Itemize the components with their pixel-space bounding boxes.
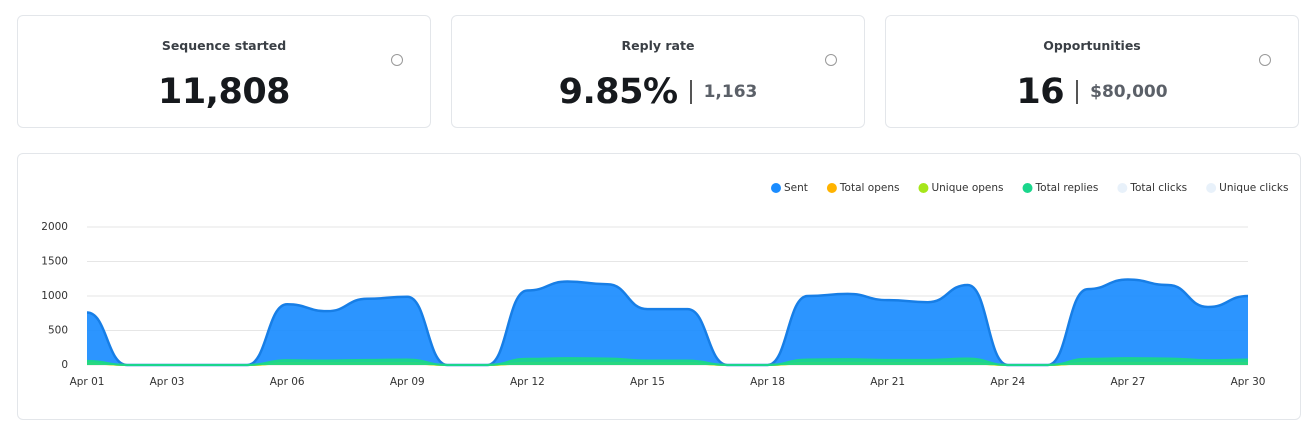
x-tick-label: Apr 03 (150, 376, 185, 388)
legend-swatch (771, 183, 781, 193)
y-tick-label: 500 (48, 325, 68, 337)
card-value: 16 (1016, 72, 1065, 112)
x-tick-label: Apr 27 (1110, 376, 1145, 388)
legend-swatch (918, 183, 929, 193)
card-values: 11,808 (18, 72, 430, 112)
legend-label[interactable]: Total clicks (1129, 182, 1187, 194)
legend-swatch (1206, 183, 1217, 193)
card-secondary: 1,163 (703, 82, 758, 102)
stat-card: Opportunities 16 $80,000 (885, 15, 1299, 128)
x-tick-label: Apr 18 (750, 376, 785, 388)
card-value: 11,808 (157, 72, 291, 112)
legend-swatch (1022, 183, 1033, 193)
legend-label[interactable]: Total opens (839, 182, 900, 194)
separator (689, 80, 692, 104)
y-tick-label: 1500 (41, 256, 68, 268)
legend-swatch (826, 183, 837, 193)
line (86, 357, 1249, 366)
card-title: Opportunities (1043, 38, 1141, 53)
chart-panel (17, 153, 1301, 420)
card-title: Reply rate (621, 38, 695, 53)
card-value: 9.85% (558, 72, 678, 112)
x-tick-label: Apr 30 (1231, 376, 1266, 388)
info-icon[interactable] (825, 54, 837, 66)
legend-label[interactable]: Unique clicks (1219, 182, 1288, 194)
legend-label[interactable]: Sent (784, 182, 808, 194)
stat-card: Sequence started 11,808 (17, 15, 431, 128)
x-tick-label: Apr 09 (390, 376, 425, 388)
y-tick-label: 2000 (41, 221, 68, 233)
legend-label[interactable]: Total replies (1035, 182, 1099, 194)
y-tick-label: 1000 (41, 290, 68, 302)
area (87, 279, 1248, 365)
x-tick-label: Apr 06 (270, 376, 305, 388)
x-tick-label: Apr 15 (630, 376, 665, 388)
card-secondary: $80,000 (1090, 82, 1168, 102)
info-icon[interactable] (391, 54, 403, 66)
card-title: Sequence started (161, 38, 287, 53)
stat-card: Reply rate 9.85% 1,163 (451, 15, 865, 128)
legend-swatch (1117, 183, 1128, 193)
card-values: 16 $80,000 (886, 72, 1298, 112)
x-tick-label: Apr 12 (510, 376, 545, 388)
legend-label[interactable]: Unique opens (931, 182, 1003, 194)
y-tick-label: 0 (61, 359, 68, 371)
x-tick-label: Apr 21 (870, 376, 905, 388)
info-icon[interactable] (1259, 54, 1271, 66)
card-values: 9.85% 1,163 (452, 72, 864, 112)
x-tick-label: Apr 24 (990, 376, 1025, 388)
separator (1076, 80, 1079, 104)
x-tick-label: Apr 01 (70, 376, 105, 388)
